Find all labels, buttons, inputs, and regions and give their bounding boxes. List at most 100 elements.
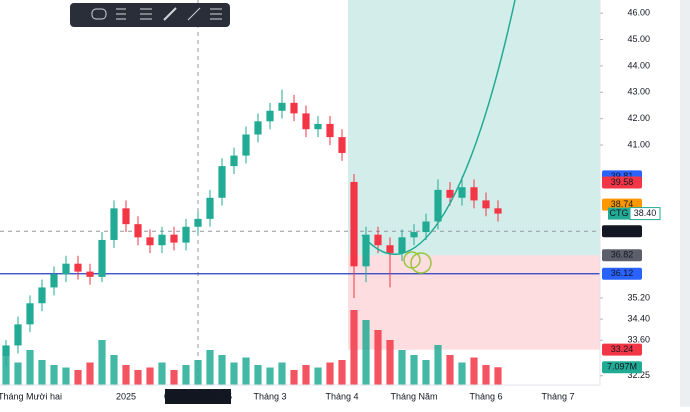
candle-body — [134, 224, 142, 238]
price-tag — [602, 343, 642, 356]
candle-body — [86, 271, 94, 277]
volume-bar — [110, 355, 118, 385]
candle-body — [194, 218, 202, 227]
candle-body — [26, 303, 34, 325]
candle-body — [386, 245, 394, 254]
candle-body — [122, 208, 130, 225]
y-tick-label: 34.40 — [627, 313, 650, 323]
tool-icon[interactable] — [116, 8, 126, 20]
x-tick-label: Tháng 4 — [325, 391, 358, 401]
volume-bar — [446, 355, 454, 385]
volume-bar — [26, 350, 34, 385]
candle-body — [254, 121, 262, 135]
price-tag-label: 33.24 — [611, 344, 634, 354]
volume-bar — [170, 370, 178, 385]
x-tick-label: 05 Tháng Hai '25 — [164, 391, 232, 401]
candle-body — [470, 187, 478, 201]
price-tag-label: 39.58 — [611, 177, 634, 187]
volume-bar — [374, 330, 382, 385]
candle-body — [218, 166, 226, 198]
volume-bar — [122, 365, 130, 385]
candle-body — [494, 208, 502, 214]
candle-body — [74, 263, 82, 272]
volume-bar — [290, 370, 298, 385]
candle-body — [98, 239, 106, 277]
candle-body — [242, 134, 250, 156]
candle-body — [2, 345, 10, 356]
volume-bar — [182, 365, 190, 385]
candle-body — [326, 123, 334, 138]
tool-icon[interactable] — [163, 7, 177, 21]
candle-body — [302, 113, 310, 130]
x-tick-label: Tháng Mười hai — [0, 391, 62, 401]
toolbar — [70, 3, 230, 27]
volume-bar — [254, 365, 262, 385]
price-tag-label: 38.40 — [634, 208, 657, 218]
volume-bar — [494, 367, 502, 385]
volume-bar — [326, 362, 334, 385]
candle-body — [290, 102, 298, 114]
y-tick-label: 33.60 — [627, 335, 650, 345]
volume-bar — [386, 340, 394, 385]
volume-bar — [410, 355, 418, 385]
price-tag-label: 39.81 — [611, 171, 634, 181]
volume-tag — [602, 361, 642, 374]
candle-body — [338, 137, 346, 153]
candle-body — [266, 110, 274, 122]
volume-bar — [242, 357, 250, 385]
y-tick-label: 32.25 — [627, 370, 650, 380]
tool-icon[interactable] — [91, 8, 107, 20]
price-tag — [602, 225, 642, 238]
candle-body — [314, 123, 322, 130]
candle-body — [146, 237, 154, 246]
drawing-circle — [403, 251, 421, 269]
price-tag — [602, 249, 642, 262]
candle-body — [350, 181, 358, 267]
tool-icon[interactable] — [210, 8, 222, 20]
symbol-tag-label: CTG — [610, 208, 629, 218]
candle-body — [446, 189, 454, 198]
price-tag — [602, 176, 642, 189]
volume-bar — [158, 362, 166, 385]
candle-body — [182, 226, 190, 243]
volume-bar — [206, 350, 214, 385]
volume-bar — [98, 340, 106, 385]
volume-bar — [194, 360, 202, 385]
x-tick-label: Tháng 3 — [253, 391, 286, 401]
candle-body — [278, 102, 286, 111]
volume-bar — [470, 357, 478, 385]
volume-bar — [62, 367, 70, 385]
volume-bar — [14, 362, 22, 385]
volume-bar — [458, 362, 466, 385]
y-tick-label: 44.00 — [627, 60, 650, 70]
candle-body — [374, 234, 382, 246]
candle-body — [206, 197, 214, 219]
volume-bar — [86, 362, 94, 385]
tool-icon[interactable] — [187, 7, 201, 21]
volume-bar — [302, 365, 310, 385]
volume-bar — [218, 355, 226, 385]
symbol-tag — [608, 207, 630, 220]
y-tick-label: 41.00 — [627, 139, 650, 149]
tool-icon[interactable] — [140, 8, 152, 20]
volume-bar — [278, 362, 286, 385]
candle-body — [50, 274, 58, 288]
candle-body — [398, 237, 406, 254]
candle-body — [110, 208, 118, 240]
candle-body — [362, 234, 370, 267]
volume-bar — [338, 360, 346, 385]
x-tick-label: Tháng 6 — [469, 391, 502, 401]
volume-bar — [50, 365, 58, 385]
profit-zone — [348, 0, 600, 256]
candle-body — [482, 200, 490, 209]
volume-bar — [434, 345, 442, 385]
loss-zone — [348, 255, 600, 350]
scrollbar[interactable] — [680, 0, 690, 407]
price-tag-label: 36.82 — [611, 250, 634, 260]
volume-bar — [314, 367, 322, 385]
volume-bar — [74, 370, 82, 385]
x-tick-label: Tháng Năm — [390, 391, 437, 401]
price-tag-label: 36.12 — [611, 268, 634, 278]
